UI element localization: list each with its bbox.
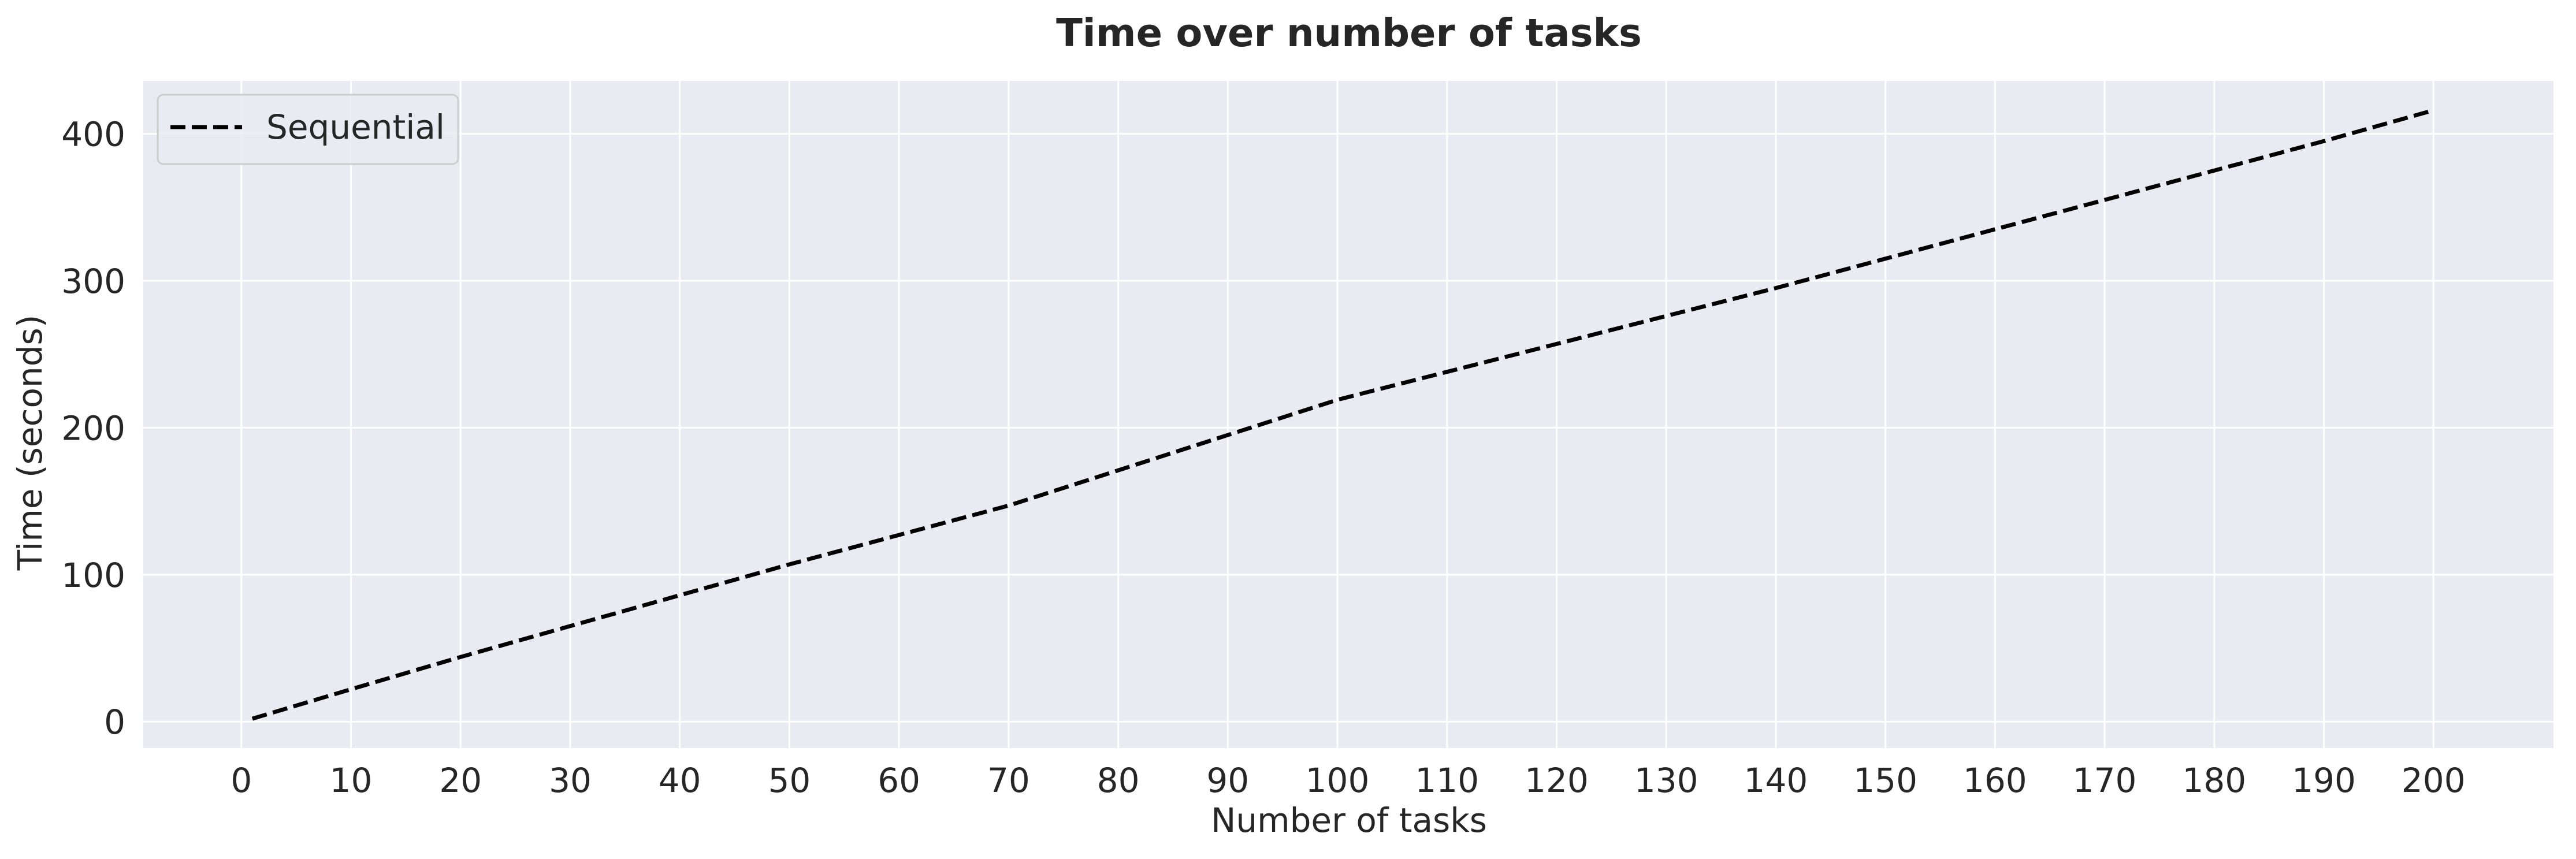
y-tick-label: 200 <box>61 408 125 448</box>
x-tick-label: 150 <box>1853 761 1917 800</box>
y-tick-label: 300 <box>61 262 125 301</box>
legend: Sequential <box>157 94 459 165</box>
y-axis-label: Time (seconds) <box>10 315 50 571</box>
series-layer <box>251 108 2434 721</box>
y-tick-label: 100 <box>61 556 125 595</box>
grid-lines <box>143 81 2553 748</box>
chart-title: Time over number of tasks <box>1056 10 1642 55</box>
x-tick-label: 100 <box>1306 761 1370 800</box>
x-tick-label: 160 <box>1963 761 2027 800</box>
legend-label: Sequential <box>266 107 445 147</box>
y-axis-ticks: 0 100 200 300 400 <box>61 115 125 742</box>
x-tick-label: 190 <box>2292 761 2356 800</box>
series-line <box>251 108 2434 721</box>
y-tick-label: 0 <box>104 702 125 742</box>
x-tick-label: 90 <box>1206 761 1249 800</box>
x-tick-label: 0 <box>231 761 252 800</box>
x-tick-label: 20 <box>439 761 482 800</box>
x-tick-label: 40 <box>659 761 701 800</box>
y-tick-label: 400 <box>61 115 125 154</box>
x-tick-label: 110 <box>1415 761 1479 800</box>
x-tick-label: 80 <box>1097 761 1140 800</box>
legend-box <box>157 94 459 165</box>
x-tick-label: 120 <box>1525 761 1589 800</box>
x-tick-label: 140 <box>1744 761 1808 800</box>
x-tick-label: 200 <box>2402 761 2466 800</box>
x-tick-label: 60 <box>878 761 920 800</box>
plot-area <box>143 81 2553 748</box>
x-tick-label: 170 <box>2073 761 2137 800</box>
x-tick-label: 130 <box>1634 761 1698 800</box>
x-tick-label: 10 <box>330 761 373 800</box>
x-axis-label: Number of tasks <box>1211 801 1487 840</box>
x-tick-label: 70 <box>987 761 1030 800</box>
x-tick-label: 50 <box>768 761 811 800</box>
x-tick-label: 180 <box>2182 761 2246 800</box>
x-tick-label: 30 <box>549 761 592 800</box>
x-axis-ticks: 0 10 20 30 40 50 60 70 80 90 100 110 120 130 140 150 160… <box>231 761 2465 800</box>
